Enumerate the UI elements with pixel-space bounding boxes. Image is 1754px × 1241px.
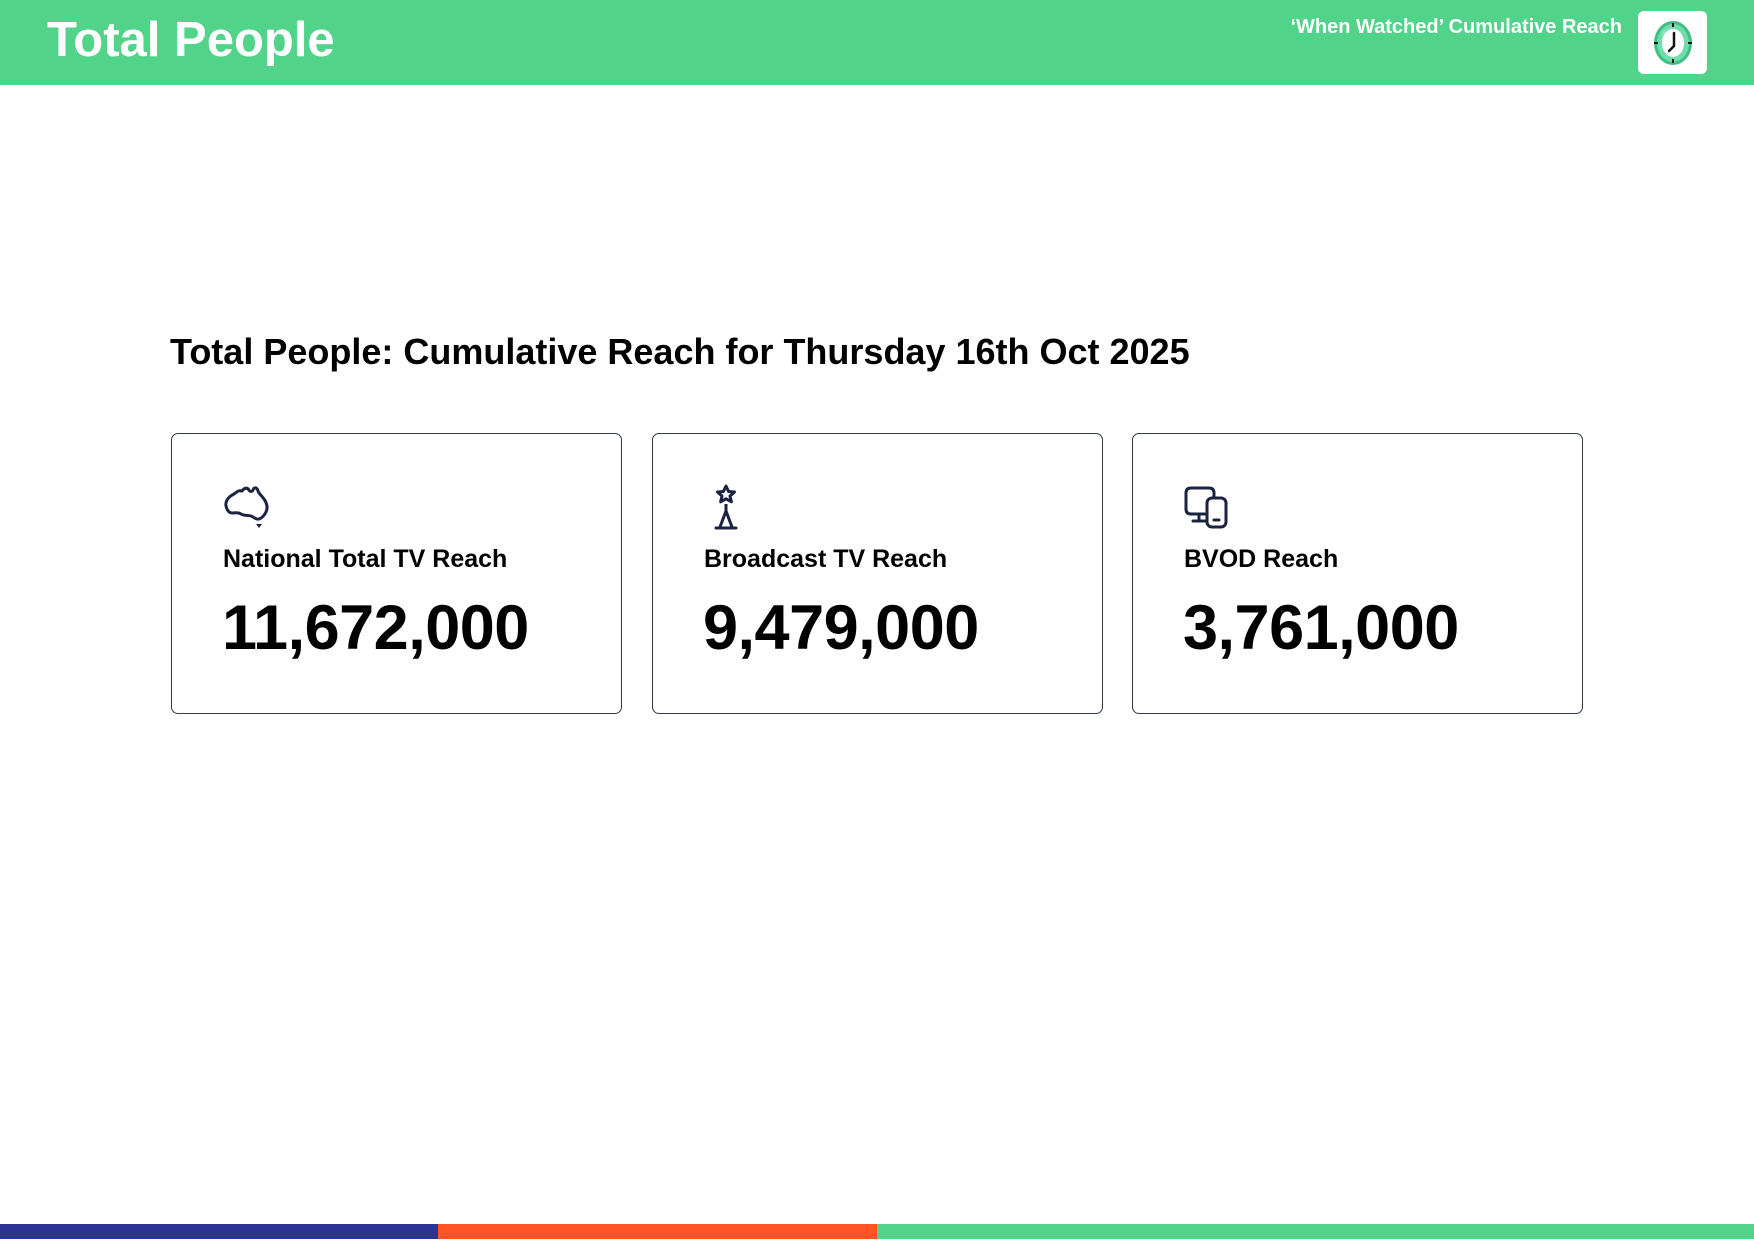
header-subtitle: ‘When Watched’ Cumulative Reach: [1290, 16, 1622, 38]
national-total-tv-reach-card: National Total TV Reach 11,672,000: [171, 433, 622, 714]
card-value: 9,479,000: [703, 593, 979, 663]
footer-color-bar: [0, 1224, 1754, 1239]
bvod-reach-card: BVOD Reach 3,761,000: [1132, 433, 1583, 714]
devices-icon: [1183, 484, 1233, 530]
card-label: Broadcast TV Reach: [704, 545, 948, 573]
section-heading: Total People: Cumulative Reach for Thurs…: [170, 331, 1190, 372]
australia-map-icon: [222, 484, 272, 530]
card-label: BVOD Reach: [1184, 545, 1339, 573]
footer-bar-green: [877, 1224, 1754, 1239]
broadcast-tv-reach-card: Broadcast TV Reach 9,479,000: [652, 433, 1103, 714]
page-title: Total People: [47, 13, 335, 67]
header-bar: Total People ‘When Watched’ Cumulative R…: [0, 0, 1754, 85]
card-value: 11,672,000: [222, 593, 529, 663]
footer-bar-orange: [438, 1224, 877, 1239]
clock-icon: [1638, 11, 1707, 74]
broadcast-tower-icon: [703, 484, 753, 530]
footer-bar-blue: [0, 1224, 438, 1239]
card-label: National Total TV Reach: [223, 545, 508, 573]
card-value: 3,761,000: [1183, 593, 1459, 663]
